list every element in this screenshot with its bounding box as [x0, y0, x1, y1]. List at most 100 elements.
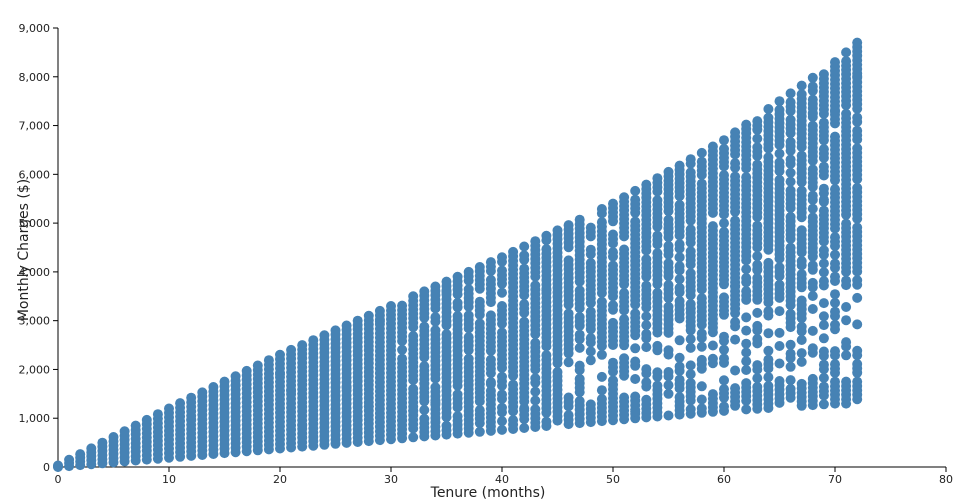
data-point: [186, 414, 197, 425]
data-point: [541, 350, 552, 361]
data-point: [730, 158, 741, 169]
data-point: [585, 258, 596, 268]
y-tick-label: 6,000: [19, 168, 51, 181]
data-point: [852, 71, 863, 82]
data-point: [619, 192, 630, 203]
data-point: [519, 241, 530, 252]
data-point: [663, 223, 674, 234]
data-point: [508, 379, 519, 390]
data-point: [685, 154, 696, 165]
data-point: [497, 389, 507, 400]
data-point: [674, 252, 685, 263]
data-point: [408, 383, 419, 394]
data-point: [463, 266, 474, 277]
data-point: [452, 297, 463, 308]
data-point: [608, 247, 618, 258]
data-point: [719, 353, 729, 364]
data-point: [741, 312, 752, 323]
data-point: [696, 328, 707, 339]
data-point: [807, 81, 818, 92]
data-point: [608, 357, 618, 368]
data-point: [663, 301, 674, 312]
data-point: [763, 306, 774, 317]
data-point: [830, 376, 840, 387]
data-point: [574, 342, 585, 353]
data-point: [485, 310, 496, 321]
data-point: [641, 254, 652, 265]
data-point: [497, 416, 507, 427]
data-point: [785, 136, 796, 147]
data-point: [730, 365, 741, 376]
data-point: [818, 161, 829, 172]
data-point: [785, 383, 796, 394]
data-point: [774, 96, 785, 107]
data-point: [696, 156, 707, 167]
data-point: [574, 214, 585, 225]
data-point: [474, 296, 485, 307]
data-point: [441, 286, 452, 297]
data-point: [674, 392, 685, 403]
data-point: [641, 342, 652, 353]
data-point: [741, 378, 752, 389]
data-point: [397, 300, 408, 311]
data-point: [741, 264, 752, 275]
data-point: [641, 311, 652, 322]
data-point: [719, 384, 729, 395]
data-point: [530, 337, 541, 348]
data-point: [774, 341, 785, 351]
data-point: [408, 432, 419, 443]
data-point: [774, 358, 785, 369]
data-point: [363, 401, 374, 412]
data-point: [663, 388, 674, 399]
data-point: [430, 382, 441, 393]
data-point: [730, 127, 741, 138]
data-point: [485, 379, 496, 390]
data-point: [807, 325, 818, 336]
data-point: [818, 372, 829, 383]
data-point: [730, 334, 741, 345]
data-point: [818, 399, 829, 410]
data-point: [730, 215, 741, 226]
data-point: [841, 315, 852, 326]
data-point: [707, 353, 718, 364]
data-point: [774, 104, 785, 115]
x-tick-label: 40: [495, 473, 509, 486]
data-point: [818, 276, 829, 287]
data-point: [685, 342, 696, 353]
data-point: [707, 389, 718, 400]
data-point: [707, 221, 718, 232]
data-point: [796, 269, 807, 280]
data-point: [774, 157, 785, 168]
data-point: [674, 274, 685, 285]
data-point: [841, 108, 852, 119]
data-point: [585, 355, 596, 366]
data-point: [164, 403, 174, 414]
data-point: [719, 218, 729, 229]
data-point: [818, 298, 829, 309]
data-point: [474, 318, 485, 329]
data-point: [741, 273, 752, 283]
data-point: [608, 229, 618, 240]
data-point: [275, 369, 285, 380]
data-point: [696, 403, 707, 414]
data-point: [64, 454, 75, 465]
data-point: [818, 320, 829, 331]
data-point: [652, 367, 663, 378]
data-point: [563, 255, 574, 266]
data-point: [807, 94, 818, 105]
data-point: [741, 404, 752, 415]
data-point: [297, 420, 308, 431]
data-point: [341, 382, 352, 393]
data-point: [696, 178, 707, 189]
data-point: [430, 325, 441, 336]
data-point: [663, 345, 674, 356]
data-point: [497, 327, 507, 338]
data-point: [452, 311, 463, 321]
data-point: [796, 89, 807, 100]
data-point: [408, 405, 419, 416]
data-point: [463, 310, 474, 321]
data-point: [696, 293, 707, 304]
x-tick-label: 50: [606, 473, 620, 486]
data-point: [474, 262, 485, 272]
data-point: [108, 432, 119, 442]
